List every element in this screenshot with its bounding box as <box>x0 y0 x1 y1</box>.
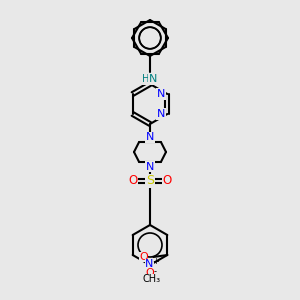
Text: O: O <box>145 268 154 278</box>
Text: O: O <box>128 174 138 187</box>
Text: O: O <box>139 252 148 262</box>
Text: +: + <box>152 257 159 266</box>
Text: N: N <box>157 109 166 119</box>
Text: H: H <box>142 74 150 84</box>
Text: N: N <box>157 89 166 99</box>
Text: -: - <box>154 268 157 277</box>
Text: S: S <box>146 174 154 187</box>
Text: O: O <box>162 174 172 187</box>
Text: N: N <box>146 162 154 172</box>
Text: N: N <box>146 132 154 142</box>
Text: N: N <box>145 259 154 269</box>
Text: N: N <box>149 74 157 84</box>
Text: CH₃: CH₃ <box>143 274 161 284</box>
